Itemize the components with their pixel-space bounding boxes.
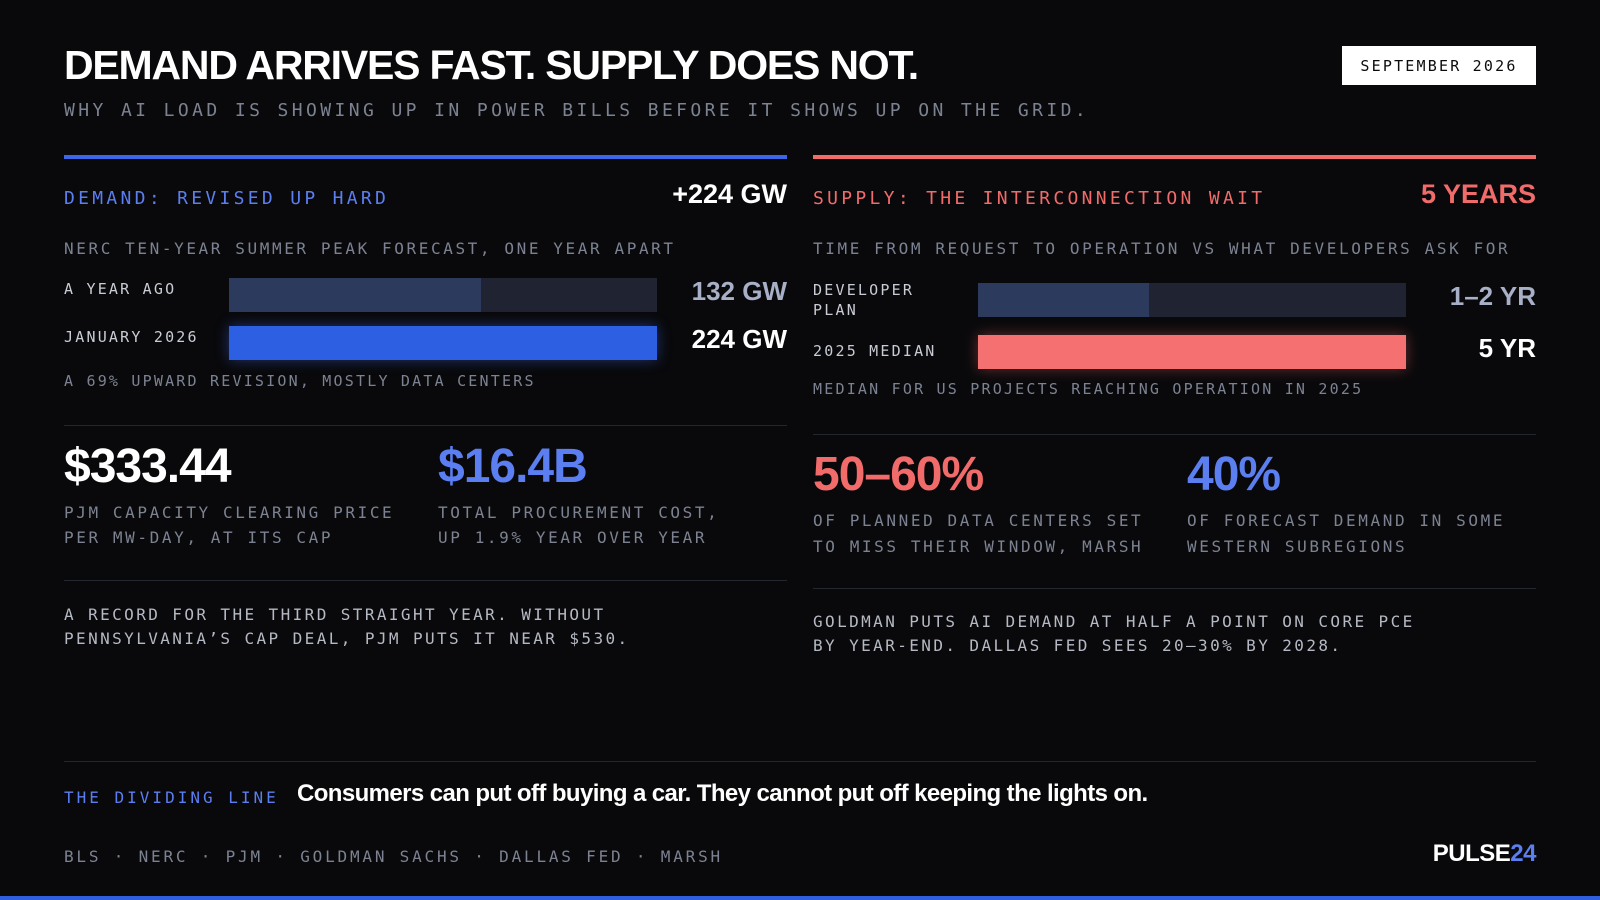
bar-value-january-2026: 224 GW [691,324,787,354]
demand-panel: DEMAND: REVISED UP HARD +224 GW NERC TEN… [64,155,787,715]
source-list: BLS · NERC · PJM · GOLDMAN SACHS · DALLA… [64,847,723,866]
stat-procurement-cost-caption-1: TOTAL PROCUREMENT COST, [438,503,720,522]
bar-2025-median [978,335,1406,369]
bottom-accent-band [0,896,1600,900]
pull-quote: Consumers can put off buying a car. They… [297,780,1148,807]
page-subtitle: WHY AI LOAD IS SHOWING UP IN POWER BILLS… [64,100,1090,121]
brand-number: 24 [1510,840,1536,867]
stat-western-demand: 40% [1187,448,1281,501]
bar-value-2025-median: 5 YR [1478,333,1536,363]
bar-label-year-ago: A YEAR AGO [64,280,177,298]
bar-track-year-ago [229,278,657,312]
footer-divider [64,761,1536,762]
page-title: DEMAND ARRIVES FAST. SUPPLY DOES NOT. [64,42,919,88]
bar-track-2025-median [978,335,1406,369]
bar-year-ago [229,278,481,312]
bar-track-january-2026 [229,326,657,360]
supply-divider-1 [813,434,1536,435]
stat-capacity-price-caption-1: PJM CAPACITY CLEARING PRICE [64,503,395,522]
supply-note-line-2: BY YEAR-END. DALLAS FED SEES 20–30% BY 2… [813,636,1343,655]
supply-title: SUPPLY: THE INTERCONNECTION WAIT [813,188,1266,209]
bar-value-developer-plan: 1–2 YR [1449,281,1536,311]
stat-capacity-price-caption-2: PER MW-DAY, AT ITS CAP [64,528,334,547]
stat-western-demand-caption-2: WESTERN SUBREGIONS [1187,537,1408,556]
stat-western-demand-caption-1: OF FORECAST DEMAND IN SOME [1187,511,1506,530]
supply-divider-2 [813,588,1536,589]
supply-headline-figure: 5 YEARS [1420,179,1536,209]
stat-missed-window-caption-2: TO MISS THEIR WINDOW, MARSH [813,537,1144,556]
supply-description: TIME FROM REQUEST TO OPERATION VS WHAT D… [813,239,1511,258]
bar-track-developer-plan [978,283,1406,317]
stat-procurement-cost-caption-2: UP 1.9% YEAR OVER YEAR [438,528,708,547]
bar-label-january-2026: JANUARY 2026 [64,328,199,346]
demand-footnote: A 69% UPWARD REVISION, MOSTLY DATA CENTE… [64,372,536,390]
demand-title: DEMAND: REVISED UP HARD [64,188,390,209]
quote-label: THE DIVIDING LINE [64,788,279,807]
date-badge: SEPTEMBER 2026 [1342,46,1536,85]
demand-headline-figure: +224 GW [672,179,787,209]
demand-note-line-2: PENNSYLVANIA’S CAP DEAL, PJM PUTS IT NEA… [64,629,630,648]
demand-divider-2 [64,580,787,581]
demand-accent-rule [64,155,787,159]
supply-accent-rule [813,155,1536,159]
demand-description: NERC TEN-YEAR SUMMER PEAK FORECAST, ONE … [64,239,676,258]
bar-developer-plan [978,283,1149,317]
brand-logo: PULSE24 [1432,840,1537,868]
bar-january-2026 [229,326,657,360]
stat-capacity-price: $333.44 [64,440,232,493]
supply-note-line-1: GOLDMAN PUTS AI DEMAND AT HALF A POINT O… [813,612,1415,631]
supply-footnote: MEDIAN FOR US PROJECTS REACHING OPERATIO… [813,380,1364,398]
supply-panel: SUPPLY: THE INTERCONNECTION WAIT 5 YEARS… [813,155,1536,715]
bar-value-year-ago: 132 GW [691,276,787,306]
demand-note-line-1: A RECORD FOR THE THIRD STRAIGHT YEAR. WI… [64,605,606,624]
bar-label-2025-median: 2025 MEDIAN [813,342,937,360]
stat-procurement-cost: $16.4B [438,440,588,493]
stat-missed-window: 50–60% [813,448,984,501]
bar-label-developer-plan: DEVELOPER PLAN [813,281,915,319]
brand-name: PULSE [1432,840,1511,867]
demand-divider-1 [64,425,787,426]
stat-missed-window-caption-1: OF PLANNED DATA CENTERS SET [813,511,1144,530]
